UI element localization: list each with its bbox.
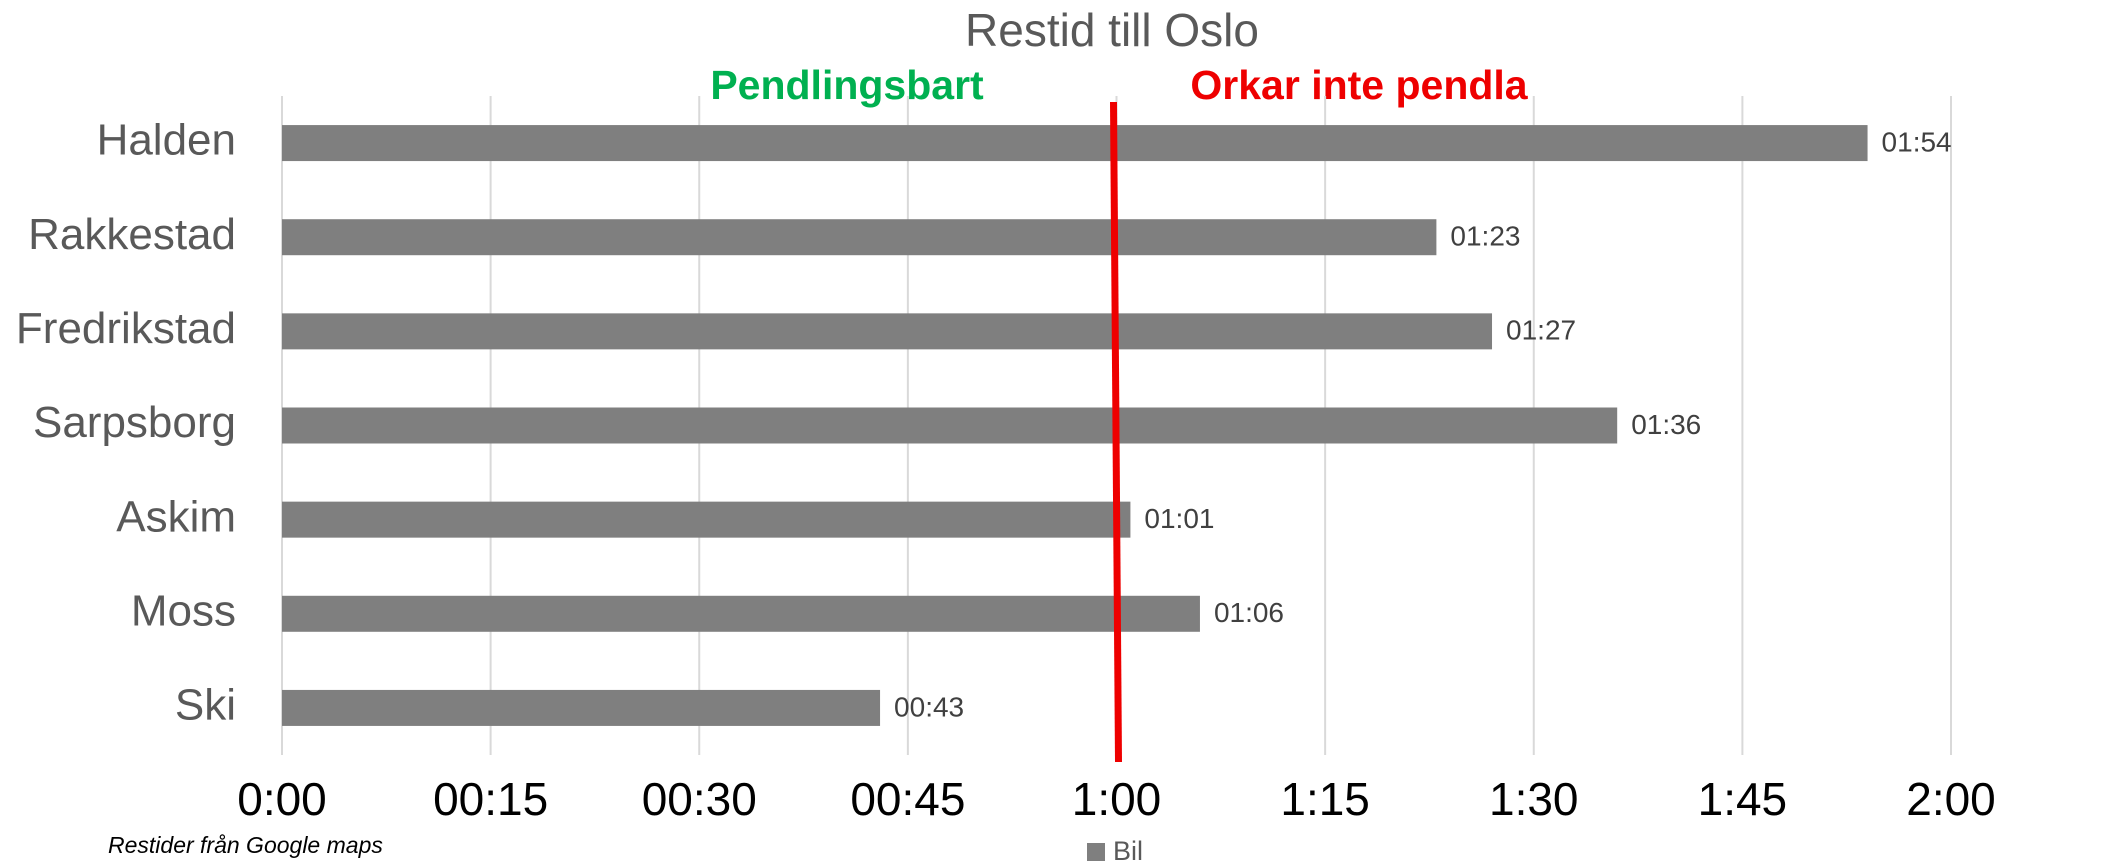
- x-tick-label: 00:30: [642, 773, 757, 825]
- x-tick-label: 1:00: [1072, 773, 1162, 825]
- x-tick-label: 2:00: [1906, 773, 1996, 825]
- bar: [282, 689, 881, 726]
- chart-title: Restid till Oslo: [965, 4, 1259, 56]
- bar: [282, 595, 1200, 632]
- value-label: 01:27: [1506, 315, 1576, 346]
- x-tick-label: 00:15: [433, 773, 548, 825]
- value-label: 01:01: [1144, 503, 1214, 534]
- legend-swatch: [1087, 843, 1105, 861]
- value-label: 01:36: [1631, 409, 1701, 440]
- value-label: 01:54: [1882, 126, 1952, 157]
- bar: [282, 313, 1493, 350]
- y-tick-label: Ski: [175, 681, 236, 730]
- y-tick-label: Sarpsborg: [33, 398, 236, 447]
- bar: [282, 407, 1618, 444]
- y-tick-label: Fredrikstad: [16, 304, 236, 353]
- annotation: Orkar inte pendla: [1190, 62, 1528, 108]
- value-label: 00:43: [894, 691, 964, 722]
- y-tick-label: Askim: [116, 492, 236, 541]
- x-tick-label: 1:45: [1698, 773, 1788, 825]
- y-tick-label: Rakkestad: [28, 210, 236, 259]
- source-note: Restider från Google maps: [108, 832, 383, 858]
- x-tick-label: 00:45: [850, 773, 965, 825]
- value-label: 01:06: [1214, 597, 1284, 628]
- annotation: Pendlingsbart: [710, 62, 984, 108]
- y-tick-label: Halden: [97, 116, 236, 165]
- value-label: 01:23: [1450, 221, 1520, 252]
- x-tick-label: 0:00: [237, 773, 327, 825]
- x-tick-label: 1:15: [1280, 773, 1370, 825]
- y-tick-label: Moss: [131, 586, 236, 635]
- reference-line: [1110, 101, 1122, 763]
- bar: [282, 125, 1868, 162]
- bar: [282, 501, 1131, 538]
- legend-label: Bil: [1113, 836, 1143, 862]
- bar: [282, 219, 1437, 256]
- x-tick-label: 1:30: [1489, 773, 1579, 825]
